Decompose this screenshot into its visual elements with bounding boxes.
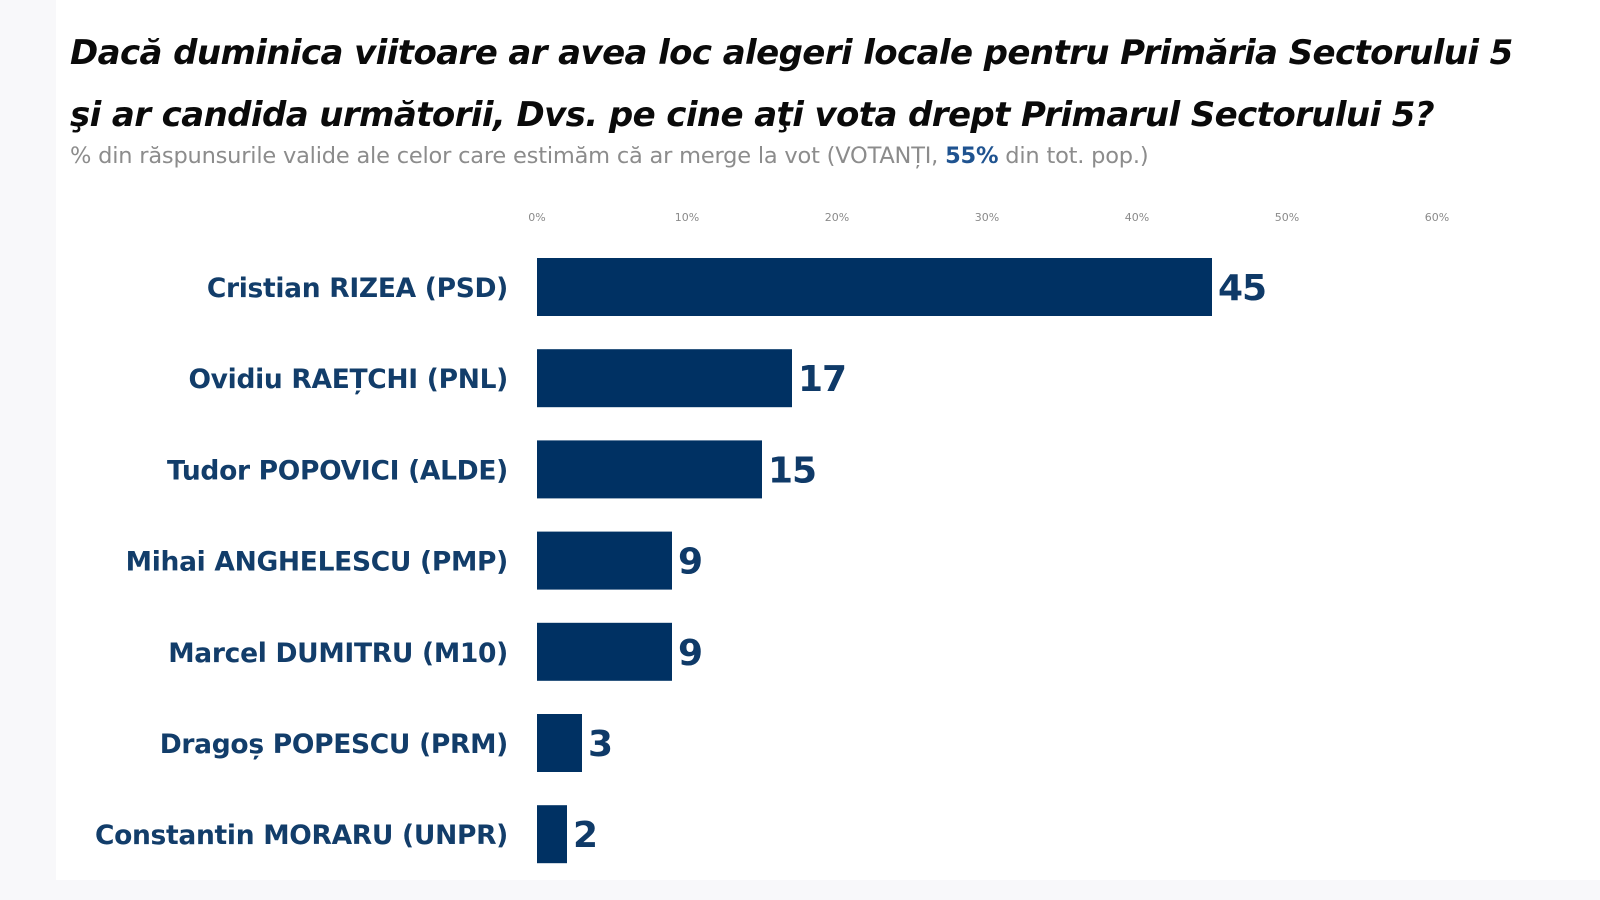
left-margin <box>0 0 56 900</box>
bar <box>537 805 567 864</box>
data-label: 9 <box>678 542 702 583</box>
category-label: Constantin MORARU (UNPR) <box>95 820 508 851</box>
x-tick-label: 40% <box>1125 211 1149 224</box>
bar <box>537 714 582 772</box>
data-label: 2 <box>573 815 597 856</box>
bottom-margin <box>0 880 1600 900</box>
bar <box>537 622 672 681</box>
x-tick-label: 20% <box>825 211 849 224</box>
bar <box>537 440 762 499</box>
bars <box>537 258 1212 864</box>
chart-title-line-1: Dacă duminica viitoare ar avea loc alege… <box>70 33 1513 73</box>
category-label: Cristian RIZEA (PSD) <box>207 273 508 304</box>
value-labels: 45 17 15 9 9 3 2 <box>573 268 1267 856</box>
category-label: Tudor POPOVICI (ALDE) <box>167 455 508 486</box>
bar <box>537 258 1212 316</box>
x-tick-label: 60% <box>1425 211 1449 224</box>
x-tick-label: 0% <box>528 211 545 224</box>
data-label: 45 <box>1218 268 1266 309</box>
data-label: 17 <box>798 359 846 400</box>
chart-subtitle: % din răspunsurile valide ale celor care… <box>70 143 1149 169</box>
subtitle-voter-share: 55% <box>945 143 999 169</box>
data-label: 3 <box>588 724 612 765</box>
subtitle-prefix: % din răspunsurile valide ale celor care… <box>70 143 946 169</box>
chart-title-line-2: şi ar candida următorii, Dvs. pe cine aţ… <box>70 95 1435 135</box>
data-label: 9 <box>678 633 702 674</box>
category-label: Ovidiu RAEȚCHI (PNL) <box>188 364 508 395</box>
x-tick-label: 30% <box>975 211 999 224</box>
bar <box>537 531 672 590</box>
x-axis: 0% 10% 20% 30% 40% 50% 60% <box>528 211 1449 224</box>
category-label: Mihai ANGHELESCU (PMP) <box>126 547 508 578</box>
category-label: Dragoș POPESCU (PRM) <box>160 729 508 760</box>
category-labels: Cristian RIZEA (PSD) Ovidiu RAEȚCHI (PNL)… <box>95 273 508 851</box>
category-label: Marcel DUMITRU (M10) <box>168 638 508 669</box>
x-tick-label: 50% <box>1275 211 1299 224</box>
bar <box>537 349 792 408</box>
x-tick-label: 10% <box>675 211 699 224</box>
data-label: 15 <box>768 450 816 491</box>
chart-title: Dacă duminica viitoare ar avea loc alege… <box>70 22 1570 146</box>
subtitle-suffix: din tot. pop.) <box>998 143 1149 169</box>
